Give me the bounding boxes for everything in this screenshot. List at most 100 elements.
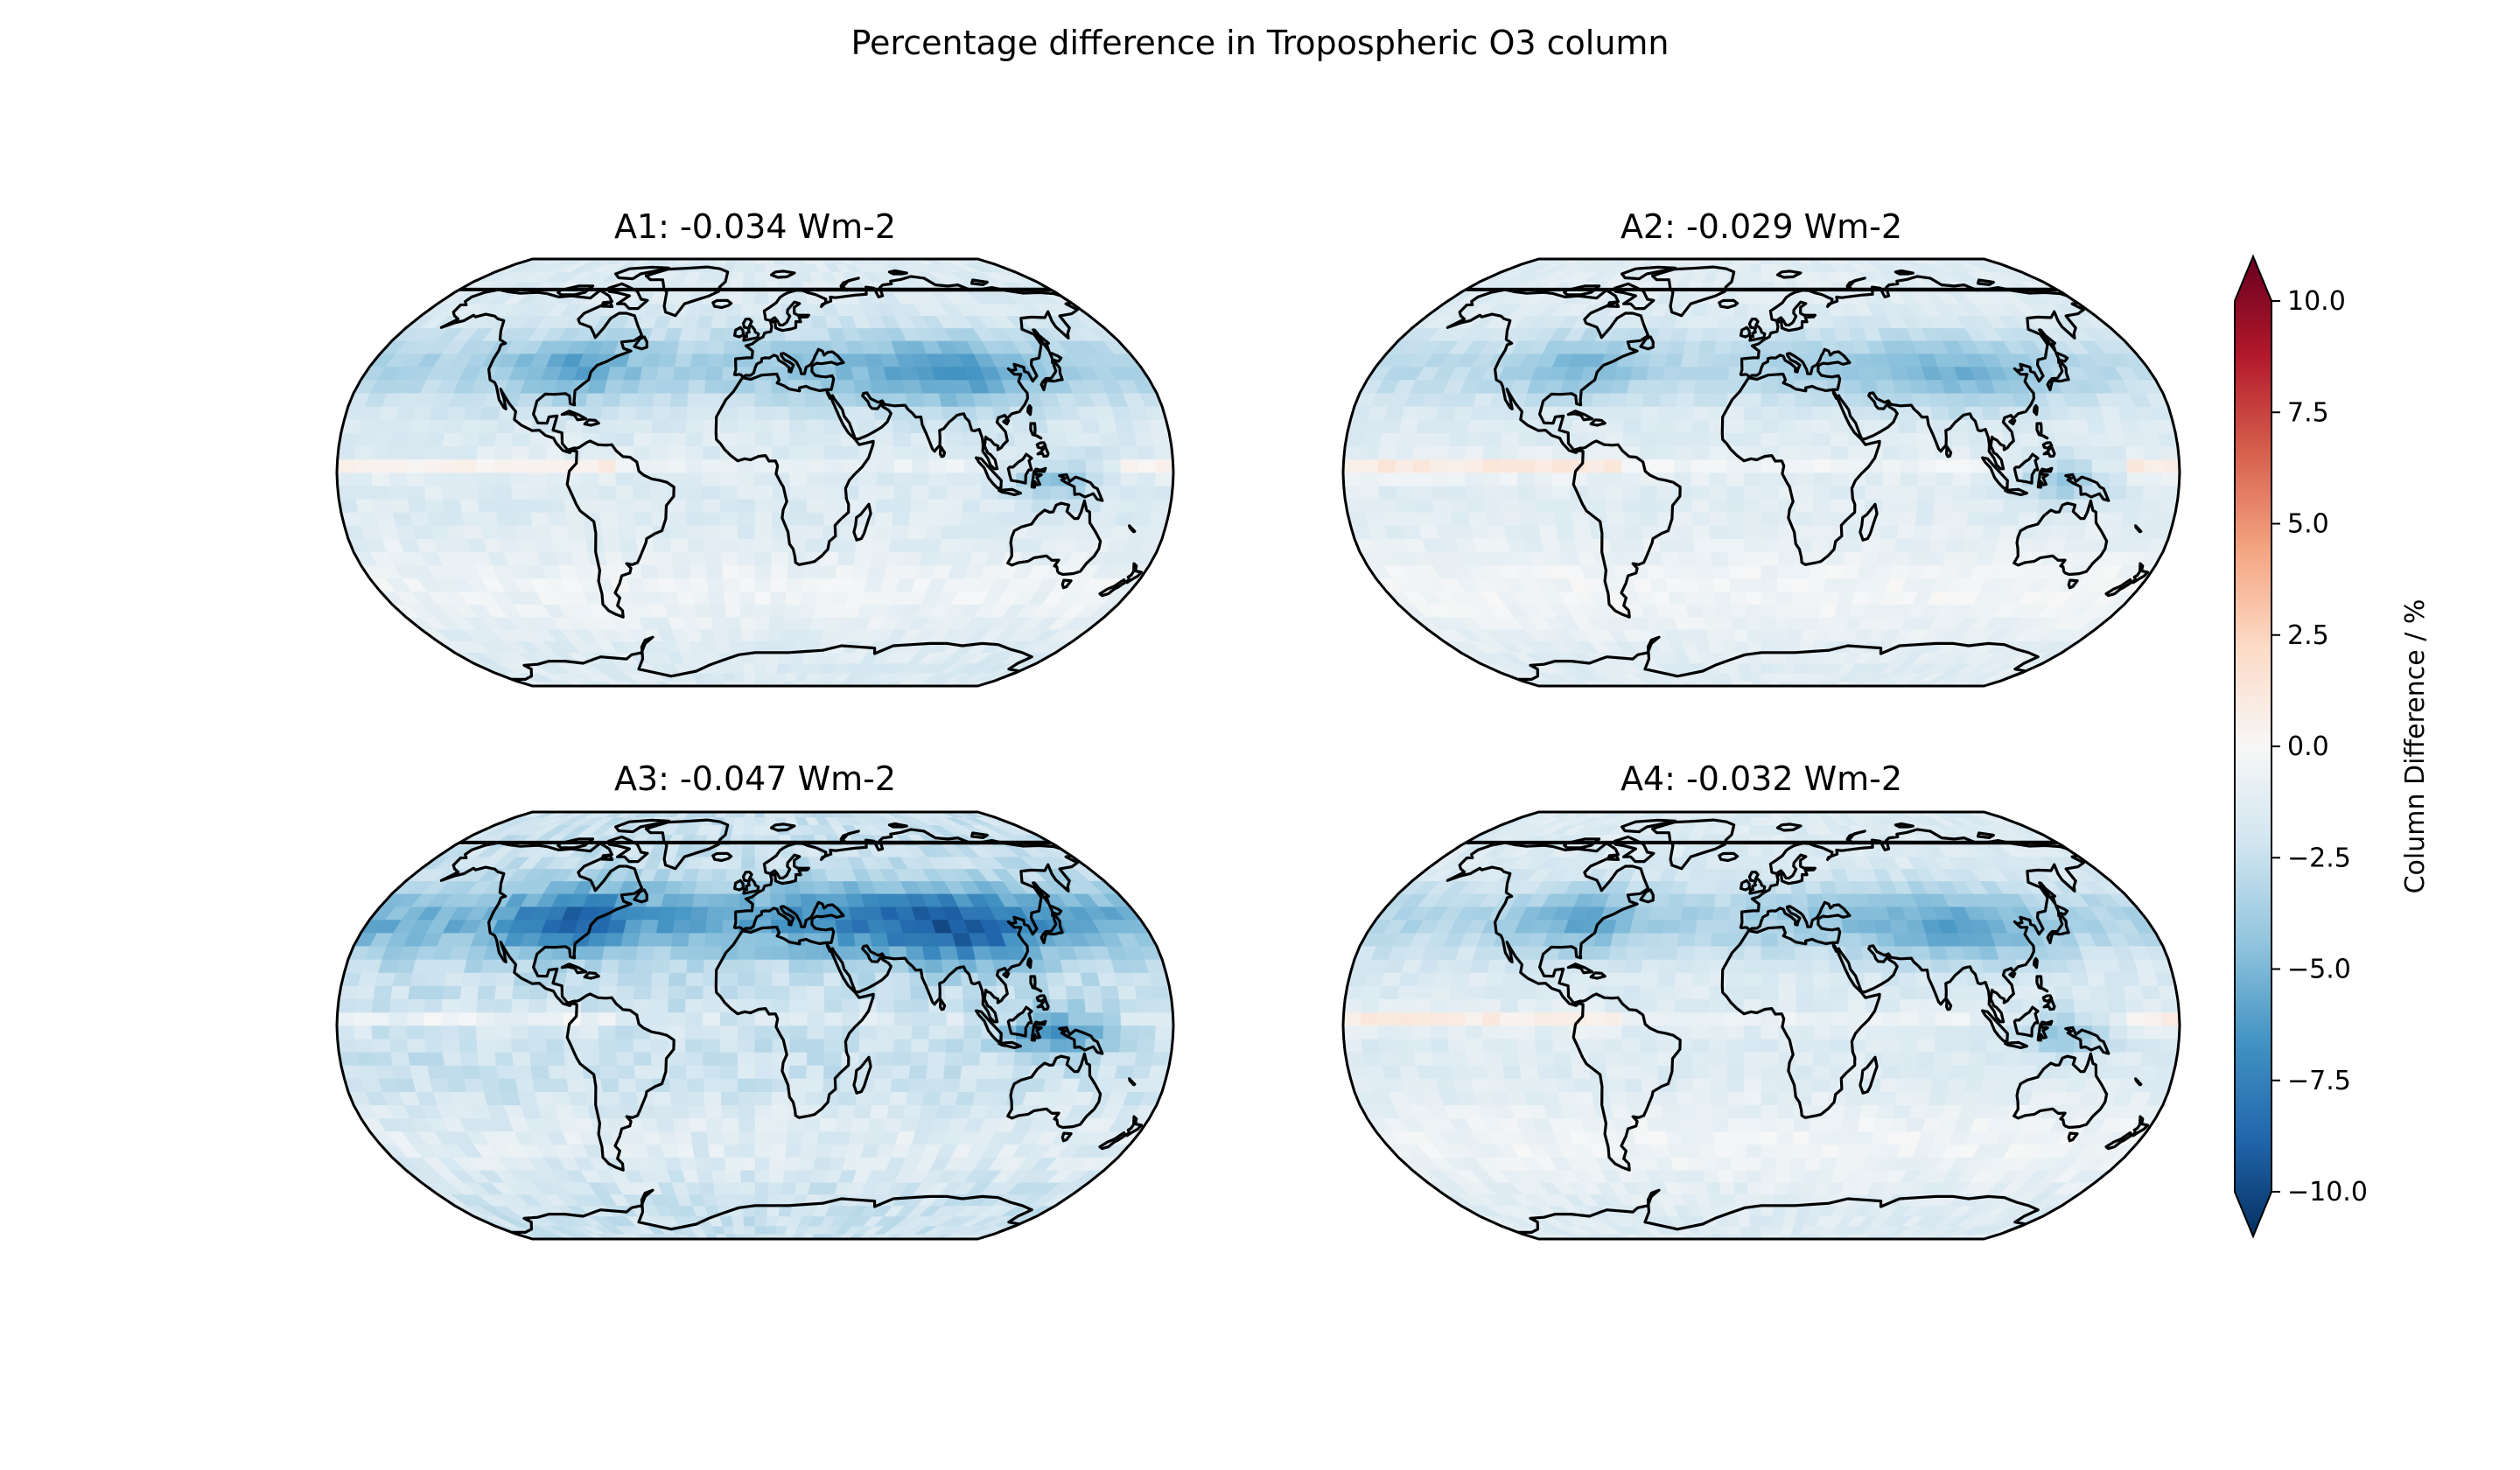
coastline-ireland <box>1740 878 1751 892</box>
coastline-new-guinea <box>1058 472 1104 502</box>
coastline-svalbard <box>1776 822 1802 832</box>
coastline-ireland <box>733 326 745 339</box>
coastline-wrangel <box>1465 287 2058 292</box>
coastline-hispaniola <box>1589 418 1606 427</box>
coastline-taiwan <box>1026 403 1032 416</box>
coastline-iceland <box>1718 851 1740 863</box>
coastline-southampton <box>1606 853 1620 861</box>
coastline-hispaniola <box>583 971 600 980</box>
coastline-sumatra <box>1981 456 2009 490</box>
coastline-new-siberian <box>970 278 989 286</box>
coastline-borneo <box>2012 1005 2040 1038</box>
coastline-taiwan <box>1026 956 1032 970</box>
coastline-philippines-mindanao <box>1036 444 1050 458</box>
colorbar-ticks: 10.0 7.5 5.0 2.5 0.0 −2.5 −5.0 −7.5 −10.0 <box>2272 286 2368 1208</box>
coastline-north-america <box>1446 288 1650 454</box>
coastline-sumatra <box>975 456 1003 490</box>
colorbar-tick-label: 5.0 <box>2287 509 2329 540</box>
coastline-philippines-luzon <box>2035 975 2049 993</box>
coastline-tasmania <box>1060 1131 1073 1143</box>
coastline-philippines-visayas <box>1035 994 1047 1003</box>
coastline-hainan <box>2008 970 2017 979</box>
coastline-ireland <box>1740 326 1751 339</box>
coastline-hokkaido <box>1048 351 1063 365</box>
coastline-australia <box>2012 1052 2109 1130</box>
coastline-japan <box>1040 361 1064 392</box>
coastline-new-zealand-north <box>1124 562 1144 584</box>
coastline-great-britain <box>741 318 760 342</box>
coastline-south-america <box>565 439 676 619</box>
figure-title: Percentage difference in Tropospheric O3… <box>850 24 1669 62</box>
coastline-victoria-island <box>556 837 595 850</box>
coastline-philippines-mindanao <box>2042 998 2056 1012</box>
coastline-philippines-visayas <box>2041 441 2054 450</box>
coastline-eurasia <box>732 828 1079 1024</box>
coastline-madagascar <box>1858 502 1879 542</box>
coastline-sri-lanka <box>1945 444 1953 458</box>
coastline-cuba <box>560 410 588 422</box>
map-panel-a2: A2: -0.029 Wm-2 <box>1341 207 2181 688</box>
coastline-madagascar <box>852 502 872 542</box>
coastline-antarctica <box>1517 1188 2040 1234</box>
colorbar-tick-label: −10.0 <box>2287 1177 2368 1208</box>
coastline-new-caledonia <box>2134 1077 2143 1087</box>
coastline-newfoundland <box>1639 335 1655 351</box>
coastline-wrangel <box>458 287 1052 292</box>
coastline-taiwan <box>2032 956 2039 970</box>
coastline-ellesmere <box>614 818 671 834</box>
robinson-map <box>335 257 1175 688</box>
colorbar-tick-label: 0.0 <box>2287 732 2329 762</box>
coastline-severnaya-zemlya <box>887 822 908 829</box>
coastline-eurasia <box>1739 828 2085 1024</box>
coastline-hokkaido <box>1048 904 1063 918</box>
coastline-hispaniola <box>1589 971 1606 980</box>
map-boundary <box>1341 257 2181 688</box>
ozone-difference-field <box>337 812 1173 1239</box>
coastline-new-zealand-south <box>1098 578 1126 598</box>
ozone-difference-field <box>1343 812 2180 1239</box>
coastline-victoria-island <box>556 284 595 297</box>
coastline-southampton <box>600 853 614 861</box>
coastline-australia <box>1006 1052 1102 1130</box>
coastline-antarctica <box>1517 635 2040 681</box>
coastline-hokkaido <box>2054 904 2069 918</box>
coastline-cuba <box>560 962 588 975</box>
coastline-eurasia <box>732 275 1079 471</box>
coastline-sumatra <box>1981 1009 2009 1043</box>
coastline-eurasia <box>1739 275 2085 471</box>
coastline-severnaya-zemlya <box>1894 269 1914 276</box>
coastline-cuba <box>1566 962 1594 975</box>
coastline-japan <box>2046 361 2070 392</box>
coastline-borneo <box>2012 452 2040 485</box>
coastline-tasmania <box>2067 578 2079 590</box>
coastline-sri-lanka <box>1945 998 1953 1012</box>
coastline-newfoundland <box>1639 888 1655 904</box>
coastline-new-zealand-south <box>2104 578 2132 598</box>
coastline-sulawesi <box>1030 1019 1047 1042</box>
coastline-hainan <box>1002 417 1011 426</box>
coastline-new-zealand-south <box>2104 1130 2132 1151</box>
coastline-madagascar <box>852 1055 872 1095</box>
coastline-north-america <box>1446 841 1650 1007</box>
coastline-south-america <box>1572 992 1682 1172</box>
coastline-hispaniola <box>583 418 600 427</box>
coastline-ellesmere <box>1620 265 1677 281</box>
coastline-java <box>2004 1040 2028 1049</box>
coastline-new-caledonia <box>1128 1077 1137 1087</box>
coastline-svalbard <box>1776 270 1802 279</box>
coastline-australia <box>1006 499 1102 577</box>
coastline-hainan <box>1002 970 1011 979</box>
coastline-wrangel <box>1465 840 2058 845</box>
coastline-africa <box>714 925 875 1119</box>
coastline-philippines-visayas <box>1035 441 1047 450</box>
coastline-japan <box>2046 914 2070 945</box>
robinson-map <box>1341 810 2181 1241</box>
coastline-hainan <box>2008 417 2017 426</box>
coastline-southampton <box>1606 300 1620 308</box>
coastline-hokkaido <box>2054 351 2069 365</box>
coastline-philippines-visayas <box>2041 994 2054 1003</box>
coastline-southampton <box>600 300 614 308</box>
map-boundary <box>335 257 1175 688</box>
coastline-japan <box>1040 914 1064 945</box>
